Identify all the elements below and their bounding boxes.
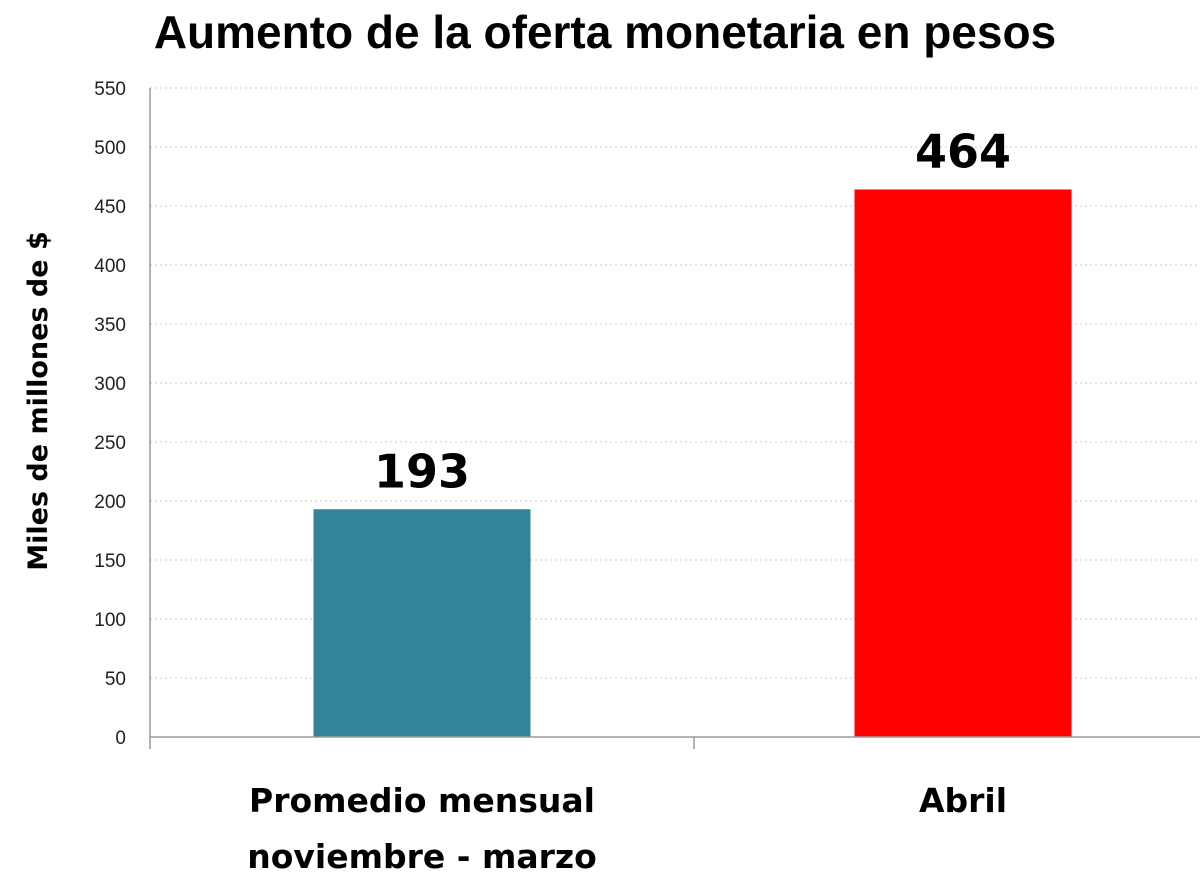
category-label: Promedio mensual bbox=[249, 781, 595, 820]
y-tick-label: 550 bbox=[94, 79, 126, 100]
y-tick-label: 0 bbox=[115, 728, 126, 749]
y-tick-label: 50 bbox=[105, 669, 126, 690]
chart-title: Aumento de la oferta monetaria en pesos bbox=[154, 6, 1056, 58]
category-label: noviembre - marzo bbox=[247, 837, 597, 876]
y-tick-label: 250 bbox=[94, 433, 126, 454]
category-label: Abril bbox=[919, 781, 1007, 820]
y-tick-label: 350 bbox=[94, 315, 126, 336]
y-tick-label: 100 bbox=[94, 610, 126, 631]
data-label: 464 bbox=[915, 124, 1011, 178]
data-labels: 193 464 bbox=[374, 124, 1011, 498]
bar bbox=[854, 189, 1072, 738]
y-tick-label: 200 bbox=[94, 492, 126, 513]
y-tick-label: 400 bbox=[94, 256, 126, 277]
y-tick-label: 500 bbox=[94, 138, 126, 159]
y-axis-ticks: 0 50 100 150 200 250 300 350 400 450 500 550 bbox=[94, 79, 126, 749]
y-axis-title: Miles de millones de $ bbox=[23, 231, 54, 570]
bars bbox=[313, 189, 1072, 738]
y-tick-label: 300 bbox=[94, 374, 126, 395]
category-labels: Promedio mensual noviembre - marzo Abril bbox=[247, 781, 1007, 876]
y-tick-label: 150 bbox=[94, 551, 126, 572]
data-label: 193 bbox=[374, 444, 470, 498]
bar bbox=[313, 509, 531, 737]
y-tick-label: 450 bbox=[94, 197, 126, 218]
axes bbox=[149, 88, 1200, 749]
